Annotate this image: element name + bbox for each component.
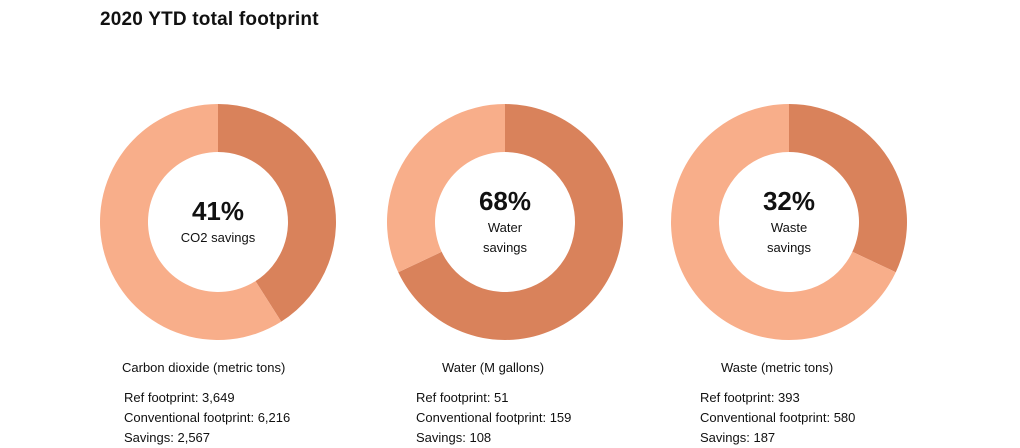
co2-stats: Ref footprint: 3,649 Conventional footpr… bbox=[124, 388, 290, 448]
savings-slice bbox=[789, 104, 907, 273]
savings-slice bbox=[218, 104, 336, 322]
savings-slice bbox=[398, 104, 623, 340]
water-stats: Ref footprint: 51 Conventional footprint… bbox=[416, 388, 571, 448]
remainder-slice bbox=[671, 104, 896, 340]
water-metric-title: Water (M gallons) bbox=[442, 360, 545, 375]
co2-chart: 41% CO2 savings Carbon dioxide (metric t… bbox=[98, 0, 358, 447]
co2-conventional-footprint: Conventional footprint: 6,216 bbox=[124, 410, 291, 425]
waste-stats: Ref footprint: 393 Conventional footprin… bbox=[700, 388, 855, 448]
waste-metric-title: Waste (metric tons) bbox=[721, 360, 834, 375]
waste-chart: 32% Waste savings Waste (metric tons) Re… bbox=[669, 0, 929, 447]
co2-metric-title: Carbon dioxide (metric tons) bbox=[122, 360, 286, 375]
remainder-slice bbox=[99, 104, 282, 340]
water-donut bbox=[387, 104, 623, 340]
waste-ref-footprint: Ref footprint: 393 bbox=[700, 390, 800, 405]
co2-ref-footprint: Ref footprint: 3,649 bbox=[124, 390, 235, 405]
co2-savings: Savings: 2,567 bbox=[124, 430, 211, 445]
water-chart: 68% Water savings Water (M gallons) Ref … bbox=[385, 0, 645, 447]
waste-savings: Savings: 187 bbox=[700, 430, 776, 445]
page-title: 2020 YTD total footprint bbox=[100, 9, 319, 30]
water-ref-footprint: Ref footprint: 51 bbox=[416, 390, 509, 405]
water-conventional-footprint: Conventional footprint: 159 bbox=[416, 410, 572, 425]
remainder-slice bbox=[387, 104, 505, 273]
waste-conventional-footprint: Conventional footprint: 580 bbox=[700, 410, 856, 425]
waste-donut bbox=[671, 104, 907, 340]
water-savings: Savings: 108 bbox=[416, 430, 492, 445]
co2-donut bbox=[99, 104, 336, 340]
